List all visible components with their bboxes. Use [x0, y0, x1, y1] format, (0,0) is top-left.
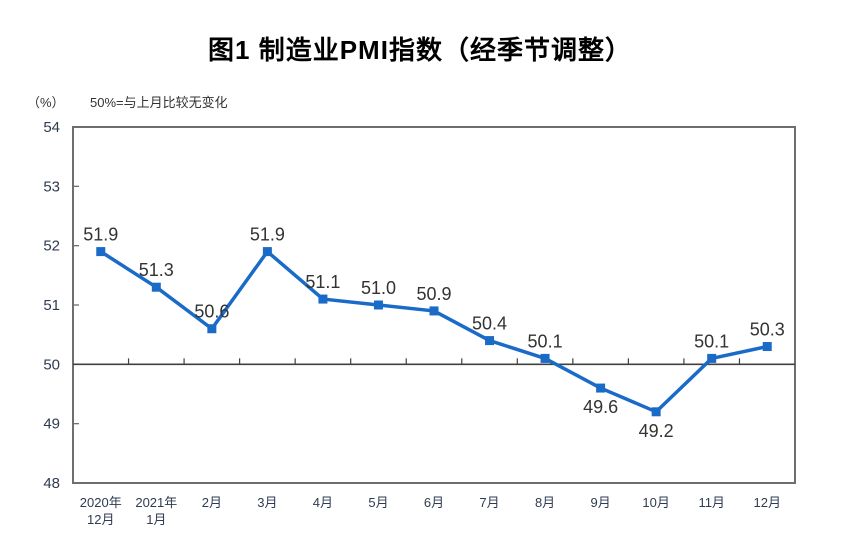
- data-point-label: 51.3: [139, 260, 174, 280]
- x-tick-label: 3月: [257, 495, 277, 510]
- data-point-marker: [151, 282, 161, 292]
- data-point-marker: [596, 383, 606, 393]
- data-point-marker: [96, 247, 106, 257]
- x-tick-label: 12月: [753, 495, 780, 510]
- data-point-marker: [762, 342, 772, 352]
- data-point-marker: [540, 353, 550, 363]
- x-tick-label: 11月: [698, 495, 725, 510]
- reference-line-note: 50%=与上月比较无变化: [90, 95, 228, 110]
- y-tick-label: 51: [43, 297, 60, 314]
- x-tick-label: 2021年 1月: [135, 495, 177, 527]
- y-tick-label: 48: [43, 475, 60, 492]
- data-point-marker: [207, 324, 217, 334]
- y-tick-label: 53: [43, 178, 60, 195]
- x-tick-label: 7月: [479, 495, 499, 510]
- x-tick-label: 4月: [313, 495, 333, 510]
- data-point-marker: [262, 247, 272, 257]
- data-point-marker: [318, 294, 328, 304]
- x-tick-label: 5月: [368, 495, 388, 510]
- data-point-marker: [429, 306, 439, 316]
- data-point-label: 50.1: [528, 331, 563, 351]
- data-point-label: 51.1: [305, 272, 340, 292]
- y-tick-label: 49: [43, 416, 60, 433]
- data-point-label: 49.2: [639, 421, 674, 441]
- y-axis-unit-label: （%）: [27, 95, 65, 110]
- data-point-label: 50.3: [750, 320, 785, 340]
- data-point-marker: [373, 300, 383, 310]
- data-point-label: 50.4: [472, 314, 507, 334]
- x-tick-label: 2020年 12月: [80, 495, 122, 527]
- x-tick-label: 6月: [424, 495, 444, 510]
- data-point-label: 51.9: [250, 225, 285, 245]
- data-point-marker: [707, 353, 717, 363]
- chart-title: 图1 制造业PMI指数（经季节调整）: [208, 35, 632, 65]
- y-tick-label: 54: [43, 119, 60, 136]
- x-tick-label: 2月: [202, 495, 222, 510]
- y-tick-label: 52: [43, 238, 60, 255]
- data-point-label: 50.6: [194, 302, 229, 322]
- data-point-label: 51.0: [361, 278, 396, 298]
- x-tick-label: 8月: [535, 495, 555, 510]
- pmi-series-line: [99, 249, 769, 414]
- data-point-label: 50.1: [694, 331, 729, 351]
- x-tick-label: 9月: [590, 495, 610, 510]
- data-point-label: 51.9: [83, 225, 118, 245]
- data-point-label: 49.6: [583, 397, 618, 417]
- data-point-label: 50.9: [416, 284, 451, 304]
- x-tick-label: 10月: [642, 495, 669, 510]
- y-tick-label: 50: [43, 356, 60, 373]
- data-point-marker: [651, 407, 661, 417]
- data-point-marker: [485, 336, 495, 346]
